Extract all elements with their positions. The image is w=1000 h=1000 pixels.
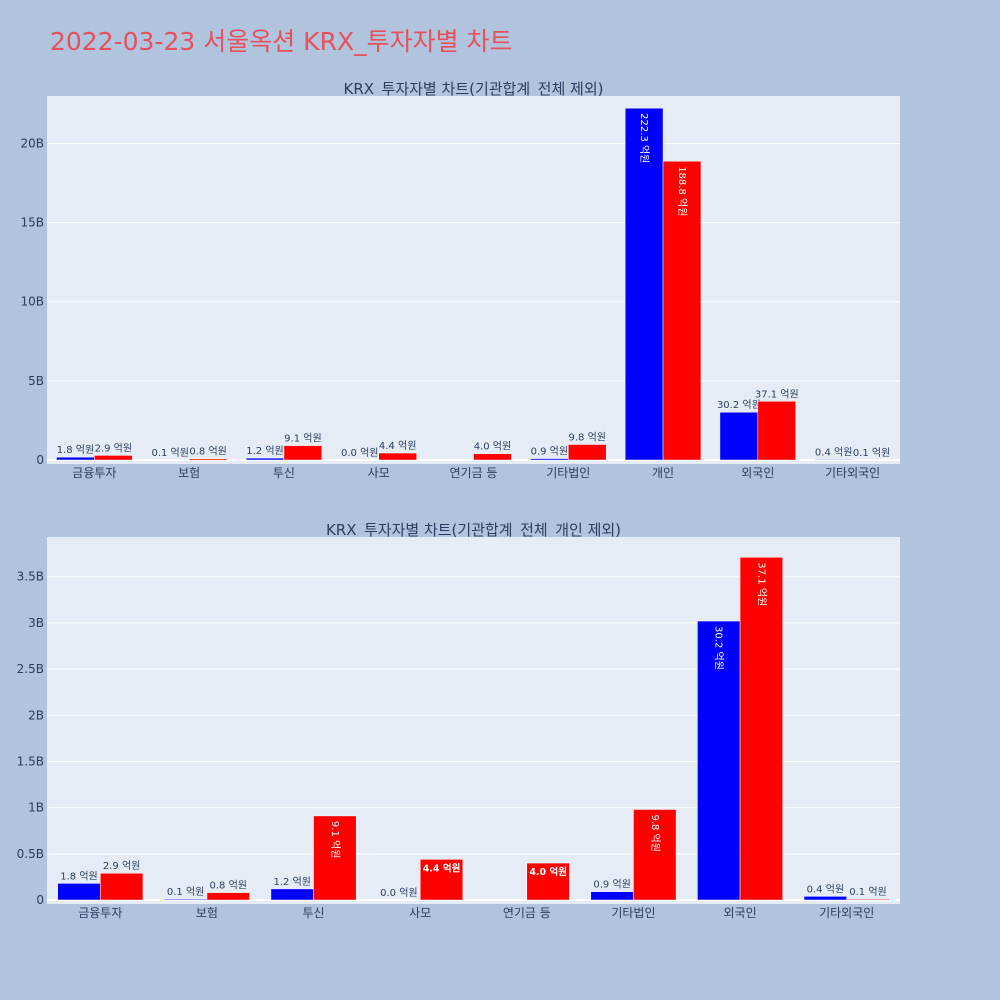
- bar: [526, 862, 570, 901]
- bar: [739, 557, 783, 901]
- x-tick-label: 연기금 등: [503, 906, 551, 920]
- x-tick-label: 보험: [196, 906, 218, 920]
- y-tick-label: 5B: [28, 374, 44, 388]
- y-tick-label: 2.5B: [17, 662, 44, 676]
- data-label: 9.8 억원: [649, 814, 661, 851]
- bar: [56, 456, 95, 461]
- bar: [270, 888, 314, 901]
- data-label: 0.1 억원: [151, 447, 188, 459]
- data-label: 30.2 억원: [713, 626, 725, 670]
- x-tick-label: 사모: [368, 466, 390, 480]
- x-tick-label: 사모: [409, 906, 431, 920]
- data-label: 37.1 억원: [755, 388, 799, 400]
- chart-top-title: KRX_투자자별 차트(기관합계_전체 제외): [344, 80, 604, 99]
- x-tick-label: 기타법인: [611, 906, 655, 920]
- y-tick-label: 0: [36, 893, 44, 907]
- bar: [419, 859, 464, 901]
- bar: [814, 459, 853, 461]
- bar: [757, 401, 796, 461]
- y-tick-label: 1B: [28, 801, 44, 815]
- y-tick-label: 3.5B: [17, 570, 44, 584]
- x-tick-label: 연기금 등: [450, 466, 498, 480]
- y-tick-label: 20B: [20, 136, 44, 150]
- data-label: 0.9 억원: [531, 446, 568, 458]
- bar: [697, 620, 741, 901]
- bar: [245, 457, 285, 461]
- data-label: 222.3 억원: [638, 113, 650, 163]
- y-tick-label: 2B: [28, 708, 44, 722]
- bar: [378, 452, 417, 461]
- data-label: 1.2 억원: [246, 445, 283, 457]
- data-label: 9.8 억원: [568, 431, 605, 443]
- bar: [633, 809, 677, 901]
- data-label: 30.2 억원: [717, 399, 761, 411]
- bar: [57, 883, 101, 901]
- x-tick-label: 개인: [652, 466, 674, 480]
- data-label: 1.8 억원: [57, 444, 94, 456]
- data-label: 2.9 억원: [103, 860, 140, 872]
- y-tick-label: 15B: [20, 216, 44, 230]
- bar: [568, 444, 607, 461]
- y-tick-label: 1.5B: [17, 754, 44, 768]
- bar: [846, 898, 890, 901]
- data-label: 4.4 억원: [379, 440, 416, 452]
- bar: [719, 411, 759, 461]
- bar: [188, 458, 228, 461]
- bar: [94, 455, 133, 461]
- x-tick-label: 기타외국인: [825, 466, 880, 480]
- chart-top: KRX_투자자별 차트(기관합계_전체 제외) 0 5B 10B 15B 20B 금융투자…: [20, 80, 900, 480]
- data-label: 4.4 억원: [423, 862, 461, 874]
- data-label: 0.8 억원: [189, 446, 226, 458]
- chart-bottom: KRX_투자자별 차트(기관합계_전체_개인 제외) 0 0.5B 1B 1.5B 2B…: [17, 521, 900, 920]
- bar: [100, 872, 144, 901]
- x-tick-label: 금융투자: [78, 906, 122, 920]
- x-tick-label: 외국인: [724, 906, 757, 920]
- data-label: 4.0 억원: [474, 441, 511, 453]
- bar: [530, 458, 569, 461]
- bar: [590, 891, 634, 901]
- bar: [206, 892, 250, 901]
- chart-bottom-title: KRX_투자자별 차트(기관합계_전체_개인 제외): [326, 521, 621, 540]
- x-tick-label: 기타외국인: [819, 906, 874, 920]
- data-label: 0.4 억원: [807, 883, 844, 895]
- x-tick-label: 보험: [178, 466, 200, 480]
- data-label: 9.1 억원: [329, 821, 341, 858]
- data-label: 37.1 억원: [755, 562, 767, 606]
- bar: [624, 107, 664, 461]
- y-tick-label: 3B: [28, 616, 44, 630]
- data-label: 1.8 억원: [60, 870, 97, 882]
- data-label: 188.8 억원: [676, 166, 688, 216]
- data-label: 1.2 억원: [273, 876, 310, 888]
- data-label: 0.1 억원: [849, 886, 886, 898]
- data-label: 2.9 억원: [95, 442, 132, 454]
- x-tick-label: 외국인: [741, 466, 774, 480]
- data-label: 0.0 억원: [341, 447, 378, 459]
- bar: [313, 815, 357, 901]
- bar: [164, 898, 208, 901]
- y-tick-label: 10B: [20, 295, 44, 309]
- x-tick-label: 투신: [273, 466, 295, 480]
- page-title: 2022-03-23 서울옥션 KRX_투자자별 차트: [50, 27, 513, 56]
- y-tick-label: 0: [36, 453, 44, 467]
- y-tick-label: 0.5B: [17, 847, 44, 861]
- x-tick-label: 금융투자: [72, 466, 116, 480]
- data-label: 4.0 억원: [529, 866, 567, 878]
- data-label: 0.1 억원: [167, 886, 204, 898]
- data-label: 0.0 억원: [380, 887, 417, 899]
- bar: [283, 445, 323, 461]
- data-label: 0.8 억원: [210, 880, 247, 892]
- x-tick-label: 기타법인: [546, 466, 590, 480]
- data-label: 9.1 억원: [284, 433, 321, 445]
- data-label: 0.1 억원: [853, 447, 890, 459]
- x-tick-label: 투신: [303, 906, 325, 920]
- bar: [803, 896, 847, 901]
- data-label: 0.4 억원: [815, 446, 852, 458]
- data-label: 0.9 억원: [593, 879, 630, 891]
- bar: [662, 160, 702, 461]
- bar: [473, 453, 512, 461]
